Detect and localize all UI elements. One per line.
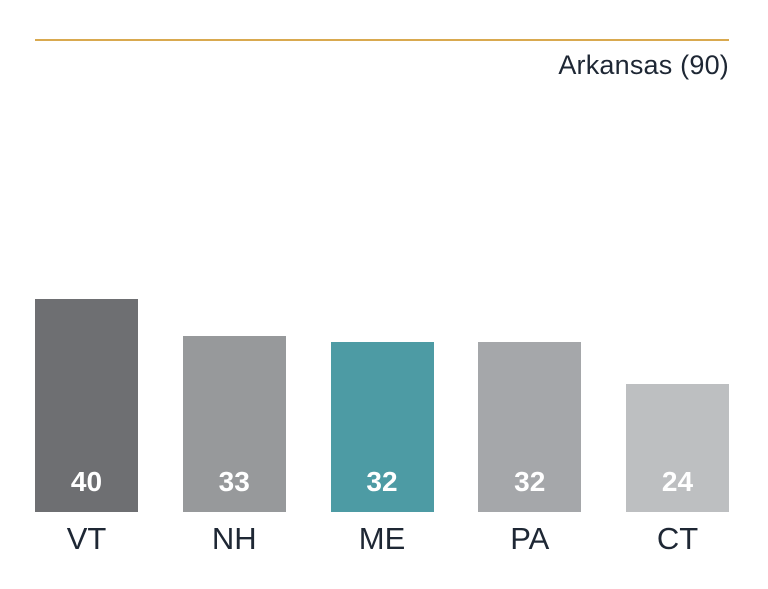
bar-chart-categories: VT NH ME PA CT [35, 521, 729, 557]
chart-title: Arkansas (90) [558, 50, 729, 80]
bar-category-label: ME [358, 521, 406, 556]
bar-nh: 33 [182, 336, 286, 512]
bar-column: 33 [182, 336, 286, 512]
accent-divider-line [35, 39, 729, 41]
bar-column: 40 [35, 299, 138, 512]
bar-value-label: 24 [661, 466, 694, 497]
bar-pa: 32 [478, 342, 582, 512]
bar-category-label: NH [211, 521, 257, 556]
bar-column: 32 [330, 342, 434, 512]
bar-category-label: CT [656, 521, 699, 556]
bar-vt: 40 [35, 299, 138, 512]
bar-me: 32 [330, 342, 434, 512]
bar-value-label: 33 [218, 466, 250, 497]
bar-chart: 40 33 32 32 24 [35, 299, 729, 512]
bar-value-label: 40 [70, 466, 103, 497]
bar-value-label: 32 [366, 466, 398, 497]
bar-ct: 24 [626, 384, 729, 512]
bar-column: 32 [478, 342, 582, 512]
bar-category-label: PA [510, 521, 550, 556]
bar-category-label: VT [66, 521, 107, 556]
bar-column: 24 [626, 384, 729, 512]
bar-value-label: 32 [514, 466, 546, 497]
